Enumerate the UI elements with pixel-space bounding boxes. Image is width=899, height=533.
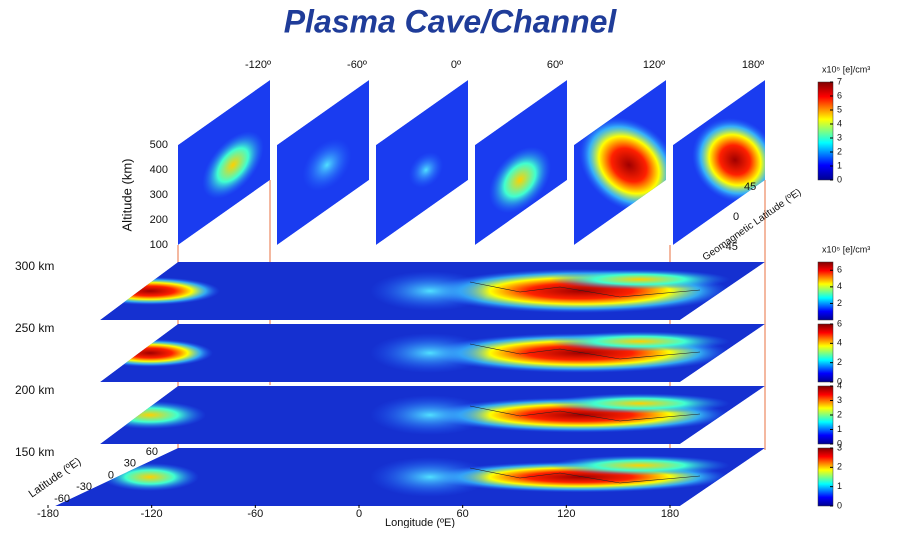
layer-blob (87, 339, 213, 367)
layer (55, 448, 765, 506)
x-tick-label: 120 (557, 508, 575, 520)
colorbar (818, 82, 833, 180)
title: Plasma Cave/Channel (284, 3, 618, 39)
layer-blob (101, 463, 199, 491)
colorbar-unit: x10⁵ [e]/cm³ (822, 64, 870, 74)
colorbar (818, 448, 833, 506)
latitude-tick: 45 (744, 181, 756, 193)
colorbar-tick-label: 4 (837, 281, 842, 291)
colorbar-tick-label: 3 (837, 132, 842, 142)
longitude-label: 0º (451, 59, 461, 71)
layer-blob (370, 271, 490, 311)
colorbar (818, 324, 833, 382)
layer-blob (550, 269, 730, 289)
figure: Plasma Cave/Channel -120º -60º 0º 60º 120º 18… (0, 0, 899, 528)
colorbar-tick-label: 6 (837, 90, 842, 100)
layer-label: 250 km (15, 321, 54, 335)
y-tick-label: 30 (124, 458, 136, 470)
longitude-label: 180º (742, 59, 764, 71)
altitude-tick: 100 (150, 239, 168, 251)
layer-blob (550, 455, 730, 475)
layer-label: 150 km (15, 445, 54, 459)
altitude-tick: 300 (150, 189, 168, 201)
colorbar-tick-label: 2 (837, 298, 842, 308)
slice (178, 80, 276, 245)
altitude-tick: 400 (150, 164, 168, 176)
colorbar-tick-label: 6 (837, 265, 842, 275)
altitude-tick: 200 (150, 214, 168, 226)
layer-blob (550, 331, 730, 351)
x-tick-label: -60 (247, 508, 263, 520)
y-tick-label: 0 (108, 469, 114, 481)
colorbar-tick-label: 2 (837, 409, 842, 419)
layer (94, 386, 765, 444)
colorbar-tick-label: 2 (837, 462, 842, 472)
x-tick-label: -120 (141, 508, 163, 520)
colorbar-unit: x10⁵ [e]/cm³ (822, 244, 870, 254)
colorbar-tick-label: 4 (837, 118, 842, 128)
layer-blob (370, 333, 490, 373)
layer-blob (550, 393, 730, 413)
colorbar-tick-label: 1 (837, 160, 842, 170)
altitude-label: Altitude (km) (119, 159, 134, 232)
y-tick-label: -30 (76, 481, 92, 493)
layer-blob (94, 401, 206, 429)
slice (277, 80, 369, 245)
layer-label: 200 km (15, 383, 54, 397)
layer-blob (370, 457, 490, 497)
y-tick-label: -60 (54, 493, 70, 505)
slice (376, 80, 468, 245)
colorbar-tick-label: 0 (837, 174, 842, 184)
colorbar-tick-label: 0 (837, 500, 842, 510)
x-tick-label: -180 (37, 508, 59, 520)
longitude-label: 120º (643, 59, 665, 71)
layer (87, 324, 765, 382)
colorbar-tick-label: 2 (837, 357, 842, 367)
altitude-tick: 500 (150, 139, 168, 151)
colorbar-tick-label: 5 (837, 104, 842, 114)
longitude-label: -60º (347, 59, 367, 71)
layer-blob (370, 395, 490, 435)
colorbar-tick-label: 3 (837, 395, 842, 405)
colorbar-tick-label: 7 (837, 76, 842, 86)
colorbar-tick-label: 1 (837, 481, 842, 491)
x-axis-label: Longitude (ºE) (385, 517, 455, 528)
slice (475, 80, 567, 245)
colorbar-tick-label: 4 (837, 338, 842, 348)
layer-label: 300 km (15, 259, 54, 273)
colorbar-tick-label: 2 (837, 146, 842, 156)
y-tick-label: 60 (146, 446, 158, 458)
x-tick-label: 180 (661, 508, 679, 520)
x-tick-label: 0 (356, 508, 362, 520)
x-tick-label: 60 (457, 508, 469, 520)
layer-blob (80, 277, 220, 305)
colorbar-tick-label: 4 (837, 380, 842, 390)
latitude-tick: 0 (733, 211, 739, 223)
longitude-label: -120º (245, 59, 271, 71)
longitude-label: 60º (547, 59, 563, 71)
colorbar-tick-label: 3 (837, 442, 842, 452)
colorbar-tick-label: 6 (837, 318, 842, 328)
colorbar-tick-label: 1 (837, 424, 842, 434)
layer (80, 262, 765, 320)
